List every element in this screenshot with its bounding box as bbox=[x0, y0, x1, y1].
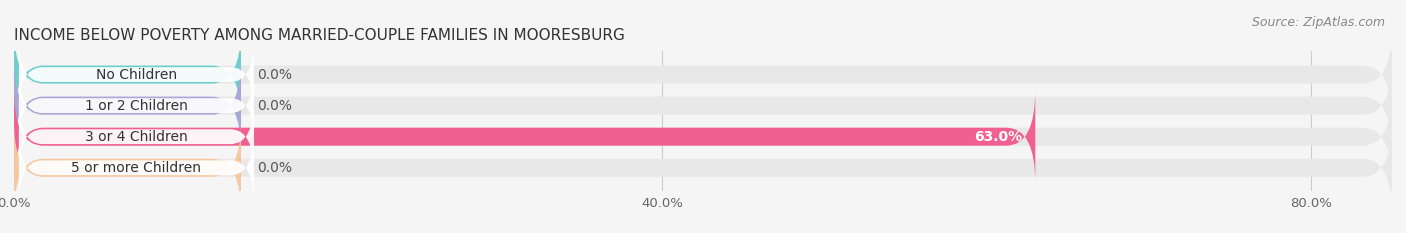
Text: 0.0%: 0.0% bbox=[257, 161, 292, 175]
Text: Source: ZipAtlas.com: Source: ZipAtlas.com bbox=[1251, 16, 1385, 29]
FancyBboxPatch shape bbox=[14, 28, 1392, 121]
FancyBboxPatch shape bbox=[14, 90, 1035, 184]
FancyBboxPatch shape bbox=[14, 121, 1392, 215]
FancyBboxPatch shape bbox=[14, 28, 240, 121]
Text: No Children: No Children bbox=[96, 68, 177, 82]
FancyBboxPatch shape bbox=[18, 99, 254, 174]
Text: 0.0%: 0.0% bbox=[257, 68, 292, 82]
FancyBboxPatch shape bbox=[18, 37, 254, 112]
Text: 63.0%: 63.0% bbox=[974, 130, 1022, 144]
Text: 1 or 2 Children: 1 or 2 Children bbox=[84, 99, 188, 113]
Text: 0.0%: 0.0% bbox=[257, 99, 292, 113]
FancyBboxPatch shape bbox=[14, 59, 1392, 153]
FancyBboxPatch shape bbox=[18, 68, 254, 143]
Text: 5 or more Children: 5 or more Children bbox=[72, 161, 201, 175]
FancyBboxPatch shape bbox=[14, 59, 240, 153]
FancyBboxPatch shape bbox=[14, 90, 1392, 184]
Text: INCOME BELOW POVERTY AMONG MARRIED-COUPLE FAMILIES IN MOORESBURG: INCOME BELOW POVERTY AMONG MARRIED-COUPL… bbox=[14, 28, 624, 43]
FancyBboxPatch shape bbox=[14, 121, 240, 215]
Text: 3 or 4 Children: 3 or 4 Children bbox=[86, 130, 188, 144]
FancyBboxPatch shape bbox=[18, 130, 254, 205]
